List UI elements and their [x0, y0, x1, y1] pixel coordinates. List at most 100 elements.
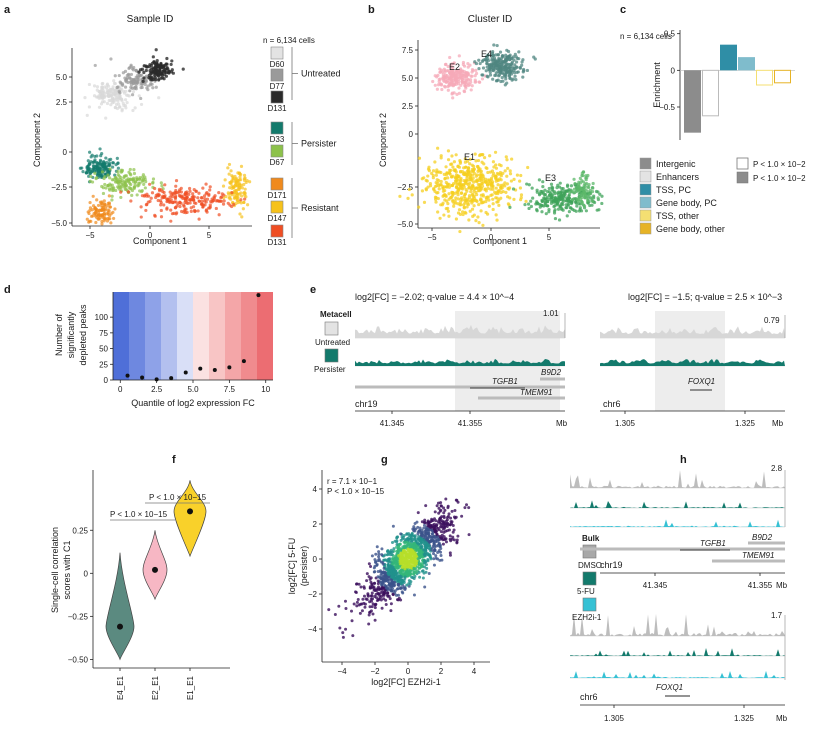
- panel-b-cluster-e4-point: [495, 43, 499, 48]
- panel-a-cloud-d77-point: [139, 96, 143, 101]
- panel-a-cloud-d147-point: [237, 178, 241, 182]
- panel-g-point: [333, 612, 337, 616]
- panel-c-bar: [720, 44, 737, 71]
- panel-a-cloud-d147-point: [239, 194, 244, 198]
- panel-b-cluster-e2-point: [478, 80, 482, 84]
- panel-a-cloud-d67-point: [107, 187, 112, 191]
- panel-g-point: [423, 520, 427, 524]
- panel-a-cloud-d33-point: [111, 165, 115, 169]
- panel-a-cloud-d131u-point: [159, 65, 164, 69]
- panel-g-point: [384, 568, 388, 572]
- panel-b-cluster-e1-point: [436, 146, 440, 150]
- panel-b-cluster-e1-point: [478, 183, 482, 188]
- panel-a-cloud-d77-point: [140, 85, 144, 90]
- panel-a-cloud-d131u-point: [144, 68, 148, 73]
- panel-g-point: [422, 535, 426, 539]
- panel-h-bulk: Bulk: [582, 534, 600, 543]
- panel-b-cluster-e4-point: [477, 58, 481, 62]
- panel-b-cluster-e1-point: [462, 203, 466, 207]
- panel-b-cluster-e1-point: [456, 164, 460, 168]
- panel-b-cluster-e1-point: [431, 169, 436, 173]
- panel-b-cluster-e3-point: [537, 193, 542, 197]
- panel-a-cloud-d131r-point: [219, 195, 223, 200]
- panel-g-point: [412, 593, 416, 597]
- panel-b-cluster-e1-point: [481, 176, 486, 180]
- panel-a-cloud-d171-point: [103, 202, 107, 207]
- panel-b-cluster-e3-point: [538, 205, 542, 209]
- panel-a-cloud-d131r-point: [213, 194, 217, 198]
- panel-g-point: [427, 528, 431, 532]
- panel-c-bar: [738, 57, 755, 71]
- panel-b-cluster-e1-point: [488, 154, 492, 158]
- panel-b-cluster-e3-point: [535, 190, 539, 194]
- panel-a-cloud-d147-point: [230, 174, 234, 178]
- panel-b-ylabel: Component 2: [378, 113, 388, 167]
- panel-a-cloud-d60-point: [120, 107, 124, 111]
- panel-a-cloud-d77-point: [126, 80, 130, 85]
- panel-g-point: [434, 554, 438, 558]
- panel-a-cloud-d60-point: [112, 79, 116, 83]
- panel-d-ytick-label: 50: [99, 345, 108, 354]
- panel-a-cloud-d131r-point: [200, 199, 204, 204]
- panel-b-cluster-e1-point: [447, 182, 451, 186]
- panel-b-cluster-e2-point: [441, 74, 445, 79]
- panel-a-cloud-d67-point: [108, 176, 112, 180]
- panel-letter-d: d: [4, 284, 11, 296]
- panel-a-cloud-d131u-point: [161, 76, 165, 80]
- panel-b-cluster-e1-point: [496, 183, 500, 187]
- panel-b-xlabel: Component 1: [473, 236, 527, 246]
- panel-b-cluster-e1: [398, 146, 530, 234]
- panel-g-point: [396, 546, 400, 550]
- panel-h-axis-label: 41.345: [643, 581, 668, 590]
- panel-b-cluster-e1-point: [434, 200, 438, 204]
- panel-b-cluster-e3b-point: [572, 177, 576, 181]
- panel-a-cloud-d67-point: [110, 194, 114, 198]
- panel-a-cloud-d131u-point: [169, 62, 173, 67]
- panel-a-cloud-d131r-point: [185, 198, 189, 202]
- panel-b-cluster-e4-point: [496, 70, 500, 74]
- panel-g-point: [412, 576, 416, 580]
- panel-b-cluster-e4-point: [490, 58, 494, 62]
- panel-f-median: [152, 566, 158, 573]
- panel-b-cluster-e3-point: [577, 209, 582, 213]
- panel-b-cluster-e4-point: [515, 65, 519, 70]
- panel-c-bar: [702, 69, 719, 117]
- panel-g-point: [395, 539, 399, 543]
- panel-b-cluster-e1-point: [477, 202, 481, 207]
- panel-b-cluster-e2-point: [459, 83, 463, 87]
- panel-a-cloud-d131r-point: [174, 184, 178, 188]
- panel-g-point: [422, 526, 426, 530]
- panel-b-cluster-e1-point: [433, 160, 437, 164]
- panel-b-cluster-e4-point: [492, 43, 496, 47]
- panel-g-point: [408, 545, 412, 549]
- panel-b-cluster-e4-point: [517, 57, 521, 61]
- panel-b-cluster-e1-point: [439, 154, 443, 158]
- panel-a-cloud-d60-point: [99, 89, 103, 93]
- panel-a-cloud-d67-point: [123, 180, 127, 185]
- panel-g-point: [392, 547, 396, 551]
- panel-g-point: [379, 573, 383, 577]
- panel-a-cloud-d147-point: [236, 192, 240, 196]
- panel-a-title: Sample ID: [127, 14, 174, 25]
- panel-a-cloud-d33-point: [90, 153, 94, 157]
- panel-a-cloud-d60-point: [124, 89, 128, 93]
- panel-b-cluster-e2-point: [446, 64, 450, 69]
- panel-g-point: [442, 514, 446, 518]
- panel-b-cluster-e4-point: [488, 70, 492, 74]
- panel-d-point: [140, 375, 145, 380]
- panel-b-cluster-e2-point: [447, 76, 451, 80]
- panel-g-point: [327, 608, 331, 612]
- panel-a-cloud-d77-point: [146, 84, 150, 88]
- panel-g-point: [413, 521, 417, 525]
- panel-b-cluster-e1-point: [462, 194, 466, 198]
- panel-b-cluster-e2-point: [455, 92, 459, 96]
- panel-a-xtick-label: −5: [85, 231, 95, 240]
- panel-b-cluster-e1-point: [446, 202, 450, 206]
- panel-b-cluster-e4-point: [504, 77, 508, 81]
- panel-b-cluster-e2-point: [457, 54, 461, 58]
- panel-g-point: [370, 554, 374, 558]
- panel-b-xtick-label: 5: [547, 233, 552, 242]
- panel-g-point: [383, 583, 387, 587]
- panel-c-ncells: n = 6,134 cells: [620, 32, 672, 41]
